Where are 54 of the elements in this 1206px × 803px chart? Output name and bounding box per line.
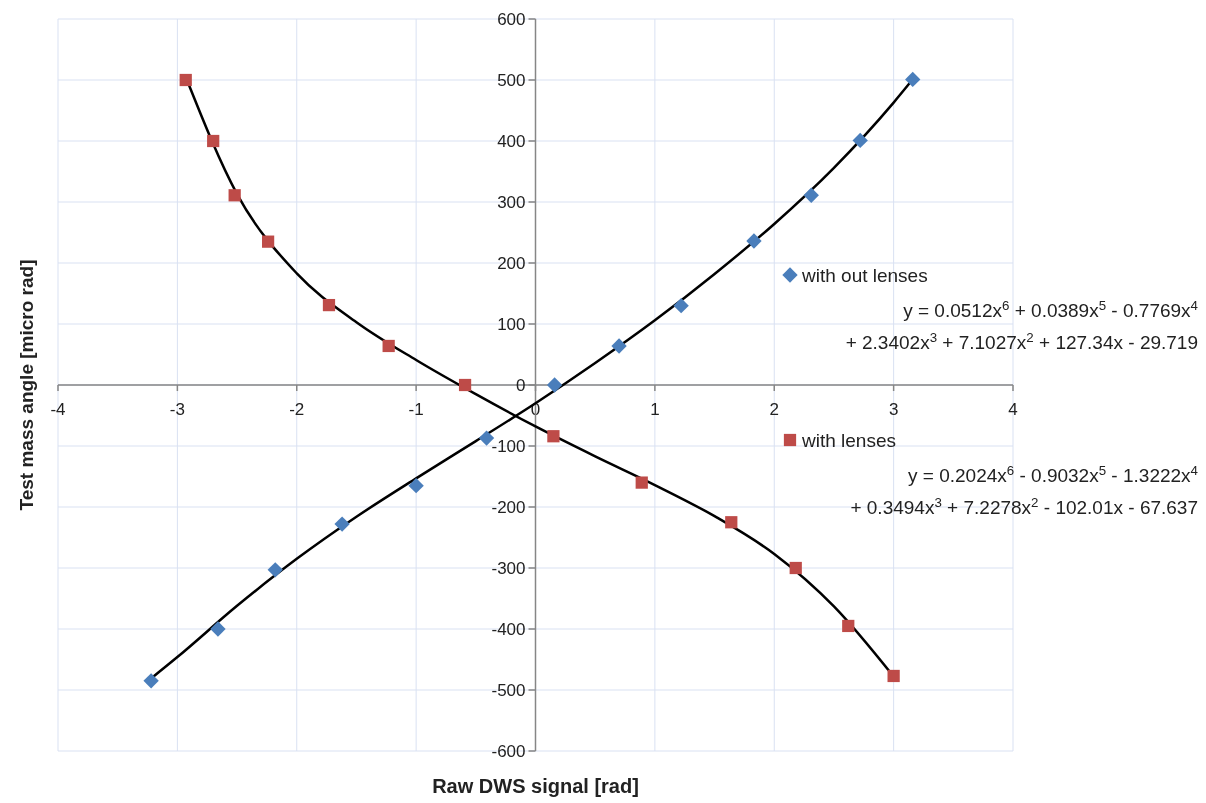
x-tick-label: -3 bbox=[169, 400, 185, 419]
point bbox=[842, 619, 855, 633]
y-tick-label: 200 bbox=[497, 254, 526, 273]
point bbox=[267, 562, 283, 578]
y-tick-label: -400 bbox=[491, 620, 526, 639]
y-tick-label: -100 bbox=[491, 437, 526, 456]
x-tick-label: -4 bbox=[50, 400, 66, 419]
x-tick-label: -2 bbox=[289, 400, 305, 419]
point bbox=[382, 339, 395, 353]
annotation: + 0.3494x$^{3}$ + 7.2278x$^{2}$ - 102.01x - 67.637 bbox=[850, 494, 1198, 518]
x-tick-label: 3 bbox=[888, 400, 899, 419]
point bbox=[143, 673, 159, 689]
point bbox=[547, 430, 560, 443]
y-tick-label: 300 bbox=[497, 193, 526, 212]
point bbox=[210, 621, 226, 637]
point bbox=[887, 669, 900, 683]
point bbox=[746, 233, 762, 249]
x-axis-title: Raw DWS signal [rad] bbox=[432, 775, 639, 797]
y-tick-label: -300 bbox=[491, 559, 526, 578]
y-tick-label: 500 bbox=[497, 71, 526, 90]
y-tick-label: -600 bbox=[491, 742, 526, 761]
point bbox=[408, 477, 424, 494]
y-tick-label: 400 bbox=[497, 132, 526, 151]
y-tick-label: 100 bbox=[497, 315, 526, 334]
point bbox=[179, 73, 192, 87]
y-tick-label: -200 bbox=[491, 498, 526, 517]
x-tick-label: 4 bbox=[1008, 400, 1018, 419]
point bbox=[261, 235, 275, 248]
x-tick-label: 1 bbox=[650, 400, 660, 419]
point bbox=[673, 298, 689, 314]
y-tick-label: 0 bbox=[516, 376, 526, 395]
point bbox=[546, 377, 563, 393]
x-tick-label: -1 bbox=[408, 400, 424, 419]
point bbox=[458, 378, 472, 392]
point bbox=[803, 187, 819, 203]
legend-label: with out lenses bbox=[801, 265, 928, 286]
point bbox=[905, 71, 921, 88]
y-tick-label: -500 bbox=[491, 681, 526, 700]
point bbox=[611, 338, 627, 354]
annotation: y = 0.0512x$^{6}$ + 0.0389x$^{5}$ - 0.7769x$^{4}$ bbox=[903, 297, 1198, 321]
y-axis-title: Test mass angle [micro rad] bbox=[16, 259, 37, 511]
point bbox=[852, 132, 868, 149]
point bbox=[789, 561, 802, 575]
annotation: y = 0.2024x$^{6}$ - 0.9032x$^{5}$ - 1.3222x$^{4}$ bbox=[908, 462, 1198, 486]
point bbox=[207, 134, 220, 148]
y-tick-label: 600 bbox=[497, 10, 526, 29]
point bbox=[322, 298, 336, 312]
x-tick-label: 2 bbox=[769, 400, 779, 419]
point bbox=[725, 516, 738, 529]
legend-label: with lenses bbox=[801, 430, 896, 451]
point bbox=[334, 516, 350, 532]
annotation: + 2.3402x$^{3}$ + 7.1027x$^{2}$ + 127.34x - 29.719 bbox=[845, 329, 1198, 353]
point bbox=[228, 189, 241, 202]
point bbox=[635, 476, 648, 489]
